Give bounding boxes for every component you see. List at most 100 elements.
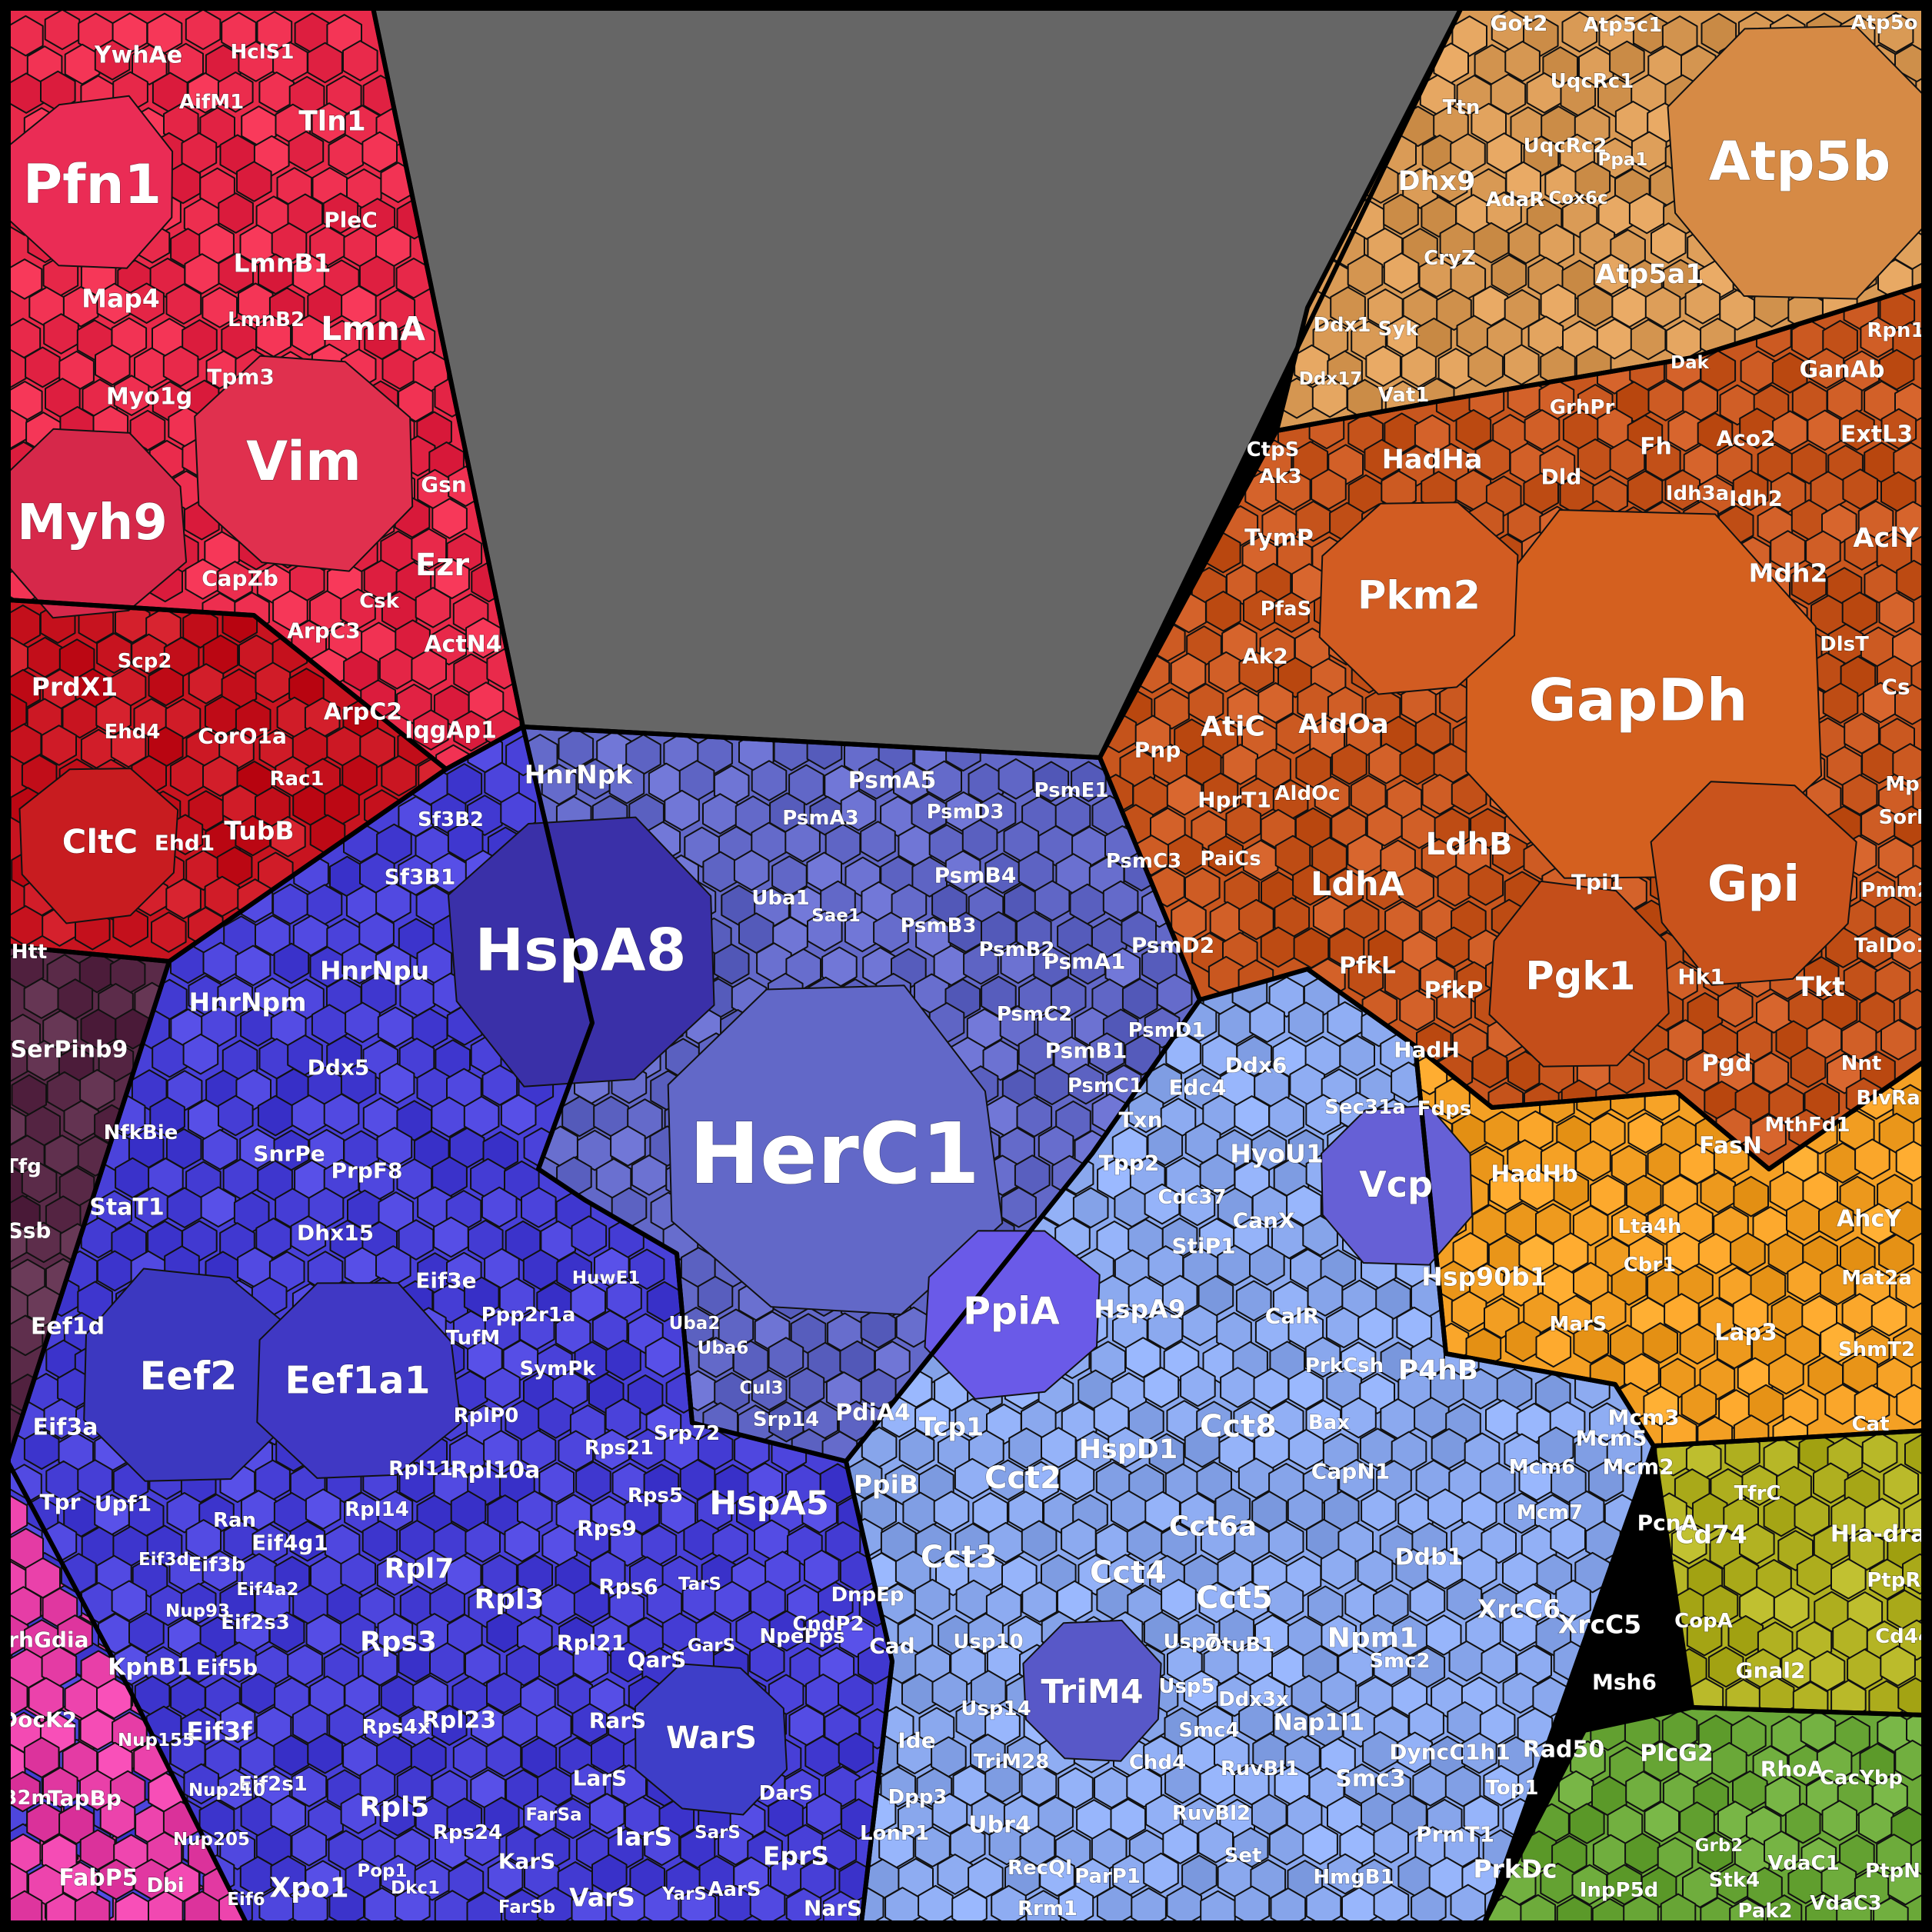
cell-label-rps21: Rps21 — [585, 1437, 654, 1460]
feature-cell-myh9 — [0, 428, 188, 619]
cell-blue-violet — [307, 1733, 343, 1774]
cell-label-uba1: Uba1 — [751, 887, 809, 910]
cell-label-mcm2: Mcm2 — [1602, 1454, 1674, 1480]
cell-cytoskeleton-dark — [381, 754, 417, 797]
cell-label-atp5o: Atp5o — [1850, 12, 1917, 35]
cell-label-hla-dra: Hla-dra — [1830, 1521, 1927, 1548]
cell-label-rars: RarS — [589, 1708, 646, 1734]
cell-blue-violet — [785, 1887, 822, 1923]
cell-metabolism — [1840, 1020, 1877, 1062]
cell-green — [1834, 1716, 1870, 1757]
cell-label-trim28: TriM28 — [974, 1750, 1050, 1774]
cell-label-sae1: Sae1 — [811, 906, 861, 926]
cell-blue-violet — [572, 1642, 609, 1684]
cell-yellow-green — [1671, 1523, 1707, 1564]
cell-label-lonp1: LonP1 — [860, 1822, 929, 1845]
cell-light-blue — [1606, 1431, 1643, 1472]
cell-center-purple — [858, 758, 894, 800]
cell-center-purple — [961, 819, 998, 861]
cell-label-farsb: FarSb — [498, 1897, 555, 1917]
cell-light-blue — [1359, 1427, 1396, 1469]
cell-light-blue — [1287, 1368, 1324, 1411]
cell-orange-top — [1505, 161, 1541, 203]
cell-label-tymp: TymP — [1244, 525, 1314, 552]
cell-blue-violet — [202, 1128, 238, 1171]
cell-cytoskeleton-dark — [182, 607, 218, 649]
cell-label-eif6: Eif6 — [227, 1890, 265, 1910]
cell-light-blue — [1200, 1519, 1237, 1561]
cell-label-rac1: Rac1 — [269, 768, 324, 791]
cell-metabolism — [1168, 834, 1204, 875]
cell-blue-violet — [235, 1069, 271, 1111]
cell-label-psma5: PsmA5 — [848, 768, 937, 794]
cell-label-plcg2: PlcG2 — [1640, 1740, 1714, 1767]
cell-label-sars: SarS — [695, 1823, 741, 1843]
cell-metabolism — [1686, 1050, 1722, 1091]
cell-yellow-orange — [1730, 1232, 1766, 1274]
cell-metabolism — [1471, 1047, 1508, 1088]
cell-light-blue — [1249, 1244, 1285, 1286]
cell-blue-violet — [679, 1827, 716, 1869]
feature-cell-pgk1 — [1488, 880, 1670, 1068]
cell-yellow-green — [1883, 1463, 1919, 1505]
cell-label-kpnb1: KpnB1 — [108, 1654, 192, 1681]
cell-label-npm1: Npm1 — [1327, 1623, 1418, 1654]
cell-label-hspa8: HspA8 — [475, 916, 687, 984]
cell-light-blue — [1362, 1730, 1398, 1773]
cell-label-ide: Ide — [898, 1728, 935, 1754]
cell-blue-violet — [219, 1701, 256, 1744]
cell-green — [1800, 1710, 1837, 1752]
cell-label-mdh2: Mdh2 — [1749, 558, 1828, 588]
cell-blue-violet — [644, 1824, 680, 1867]
cell-label-dbi: Dbi — [146, 1874, 184, 1897]
cell-cytoskeleton — [8, 258, 43, 300]
cell-blue-violet — [594, 1428, 630, 1471]
cell-label-paics: PaiCs — [1200, 848, 1261, 871]
cell-center-purple — [1033, 761, 1070, 802]
cell-light-blue — [1268, 1096, 1304, 1138]
cell-blue-violet — [379, 1795, 416, 1837]
cell-label-psmd1: PsmD1 — [1128, 1019, 1206, 1042]
cell-label-ptpn6: PtpN6 — [1865, 1860, 1932, 1883]
cell-cytoskeleton — [185, 558, 221, 600]
cell-blue-violet — [571, 1215, 608, 1257]
cell-label-pfkl: PfkL — [1339, 953, 1396, 980]
cell-blue-violet — [521, 1187, 557, 1228]
cell-yellow-orange — [1819, 1264, 1856, 1305]
cell-label-uqcrc2: UqcRc2 — [1524, 135, 1607, 158]
cell-yellow-green — [1902, 1553, 1924, 1595]
cell-light-blue — [1124, 1337, 1161, 1378]
cell-label-scp2: Scp2 — [118, 650, 172, 673]
cell-label-pfn1: Pfn1 — [23, 153, 162, 216]
cell-center-purple — [926, 760, 962, 802]
cell-label-tcp1: Tcp1 — [919, 1412, 984, 1442]
cell-orange-top — [1628, 192, 1665, 235]
cell-metabolism — [1491, 833, 1528, 875]
cell-yellow-orange — [1839, 1175, 1876, 1217]
cell-metabolism — [1436, 987, 1472, 1029]
cell-label-aldoa: AldOa — [1298, 709, 1389, 740]
cell-label-cltc: CltC — [62, 823, 138, 861]
cell-label-fdps: Fdps — [1417, 1098, 1471, 1121]
cell-light-blue — [1288, 1428, 1324, 1471]
cell-light-blue — [1517, 1707, 1554, 1749]
cell-metabolism — [1275, 712, 1312, 754]
cell-label-parp1: ParP1 — [1074, 1865, 1141, 1888]
cell-label-pop1: Pop1 — [357, 1861, 407, 1881]
cell-center-purple — [982, 1039, 1019, 1081]
cell-label-dpp3: Dpp3 — [888, 1786, 948, 1809]
cell-label-prkcsh: PrkCsh — [1305, 1354, 1384, 1377]
cell-label-idh2: Idh2 — [1729, 486, 1783, 511]
cell-cytoskeleton — [434, 558, 470, 599]
cell-center-purple — [1124, 1034, 1161, 1076]
cell-light-blue — [915, 1523, 951, 1565]
cell-blue-violet — [697, 1428, 734, 1471]
cell-label-dnpep: DnpEp — [831, 1584, 904, 1607]
cell-light-blue — [1483, 1764, 1520, 1807]
cell-light-blue — [1198, 1822, 1234, 1864]
cell-center-purple — [608, 763, 645, 804]
cell-light-blue — [896, 1733, 933, 1774]
cell-label-uba2: Uba2 — [669, 1314, 721, 1334]
cell-cytoskeleton-dark — [202, 755, 238, 797]
cell-metabolism — [1877, 837, 1914, 878]
